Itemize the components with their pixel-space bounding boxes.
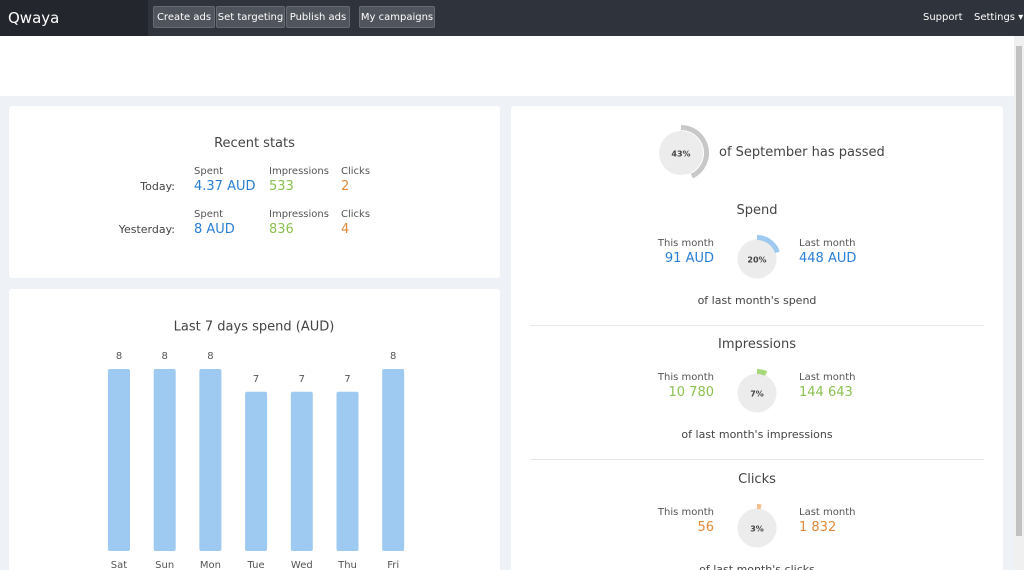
scrollbar[interactable] [1014, 36, 1024, 570]
last-label: Last month [799, 372, 856, 384]
nav-button[interactable]: Set targeting [216, 6, 285, 28]
logo[interactable]: Qwaya [8, 9, 60, 27]
gauge-label: 20% [747, 256, 766, 265]
bar [199, 369, 222, 551]
x-tick-label: Mon [200, 560, 221, 570]
card-title: Recent stats [214, 136, 295, 151]
x-tick-label: Tue [247, 560, 265, 570]
last-value: 448 AUD [799, 251, 857, 266]
nav-button[interactable]: Create ads [153, 6, 215, 28]
nav-link-text[interactable]: Settings [974, 12, 1016, 23]
section-title: Clicks [738, 471, 776, 487]
stat-label: Impressions [269, 209, 329, 220]
gauge: 3% [737, 503, 777, 548]
stat-value: 4.37 AUD [194, 179, 256, 194]
last-label: Last month [799, 506, 856, 518]
scrollbar-thumb[interactable] [1016, 46, 1022, 536]
logo-box [0, 0, 148, 36]
last-value: 144 643 [799, 385, 853, 401]
value-label: 7 [299, 374, 305, 385]
gauge-label: 43% [671, 150, 690, 159]
caption: of last month's clicks [699, 562, 815, 570]
x-tick-label: Sun [155, 560, 174, 570]
gauge: 20% [737, 235, 780, 279]
caret: ▾ [1015, 12, 1024, 23]
gauge-bg [737, 239, 777, 279]
gauge-bg [737, 508, 777, 548]
stat-value: 2 [341, 179, 350, 194]
month-card [511, 106, 1003, 570]
caption: of last month's spend [697, 294, 817, 307]
month-text: of September has passed [719, 145, 885, 160]
divider [530, 459, 984, 461]
recent-stats-card [9, 106, 500, 278]
gauge-bg [737, 373, 777, 413]
nav-button[interactable]: My campaigns [359, 6, 435, 28]
chart: Last 7 days spend (AUD) 8 Sat 8 Sun 8 Mon 7 Tue… [108, 320, 405, 570]
stat-value: 4 [341, 222, 350, 237]
x-tick-label: Wed [291, 560, 313, 570]
x-tick-label: Thu [337, 560, 357, 570]
stat-label: Clicks [341, 209, 371, 220]
value-label: 8 [207, 351, 213, 362]
this-label: This month [657, 506, 714, 518]
last-label: Last month [799, 238, 856, 249]
stat-label: Spent [194, 166, 224, 177]
section-title: Spend [736, 203, 778, 218]
gauge-arc [680, 125, 709, 179]
stat-label: Clicks [341, 166, 371, 177]
gauge-label: 7% [750, 390, 764, 399]
gauge-arc [756, 235, 780, 254]
x-tick-label: Sat [111, 560, 127, 570]
bar [108, 369, 130, 551]
divider [530, 325, 984, 326]
value-label: 7 [344, 374, 350, 385]
row-label: Yesterday: [118, 223, 175, 236]
gauge-arc [756, 369, 768, 377]
bar [245, 391, 268, 551]
bar [153, 369, 176, 551]
bar [336, 391, 359, 551]
this-label: This month [657, 372, 714, 384]
nav-link[interactable]: Settings ▾ [974, 10, 1023, 26]
month-gauge: 43% [659, 125, 709, 179]
value-label: 8 [390, 351, 396, 362]
stat-label: Impressions [269, 166, 329, 177]
header-space [0, 36, 1014, 96]
nav-link[interactable]: Support [923, 12, 963, 23]
gauge-label: 3% [750, 524, 764, 533]
x-tick-label: Fri [387, 560, 399, 570]
bar [382, 369, 405, 551]
gauge: 7% [737, 369, 777, 413]
this-value: 91 AUD [664, 251, 714, 266]
stat-value: 533 [269, 179, 294, 194]
chart-title: Last 7 days spend (AUD) [174, 320, 335, 335]
row-label: Today: [140, 180, 175, 193]
last-value: 1 832 [799, 519, 837, 535]
caption: of last month's impressions [681, 428, 833, 442]
this-value: 56 [697, 519, 714, 535]
bar [290, 391, 313, 551]
stat-value: 836 [269, 222, 294, 237]
value-label: 7 [253, 374, 259, 385]
gauge-bg [659, 131, 703, 175]
section-title: Impressions [718, 337, 796, 353]
nav-button[interactable]: Publish ads [286, 6, 350, 28]
this-label: This month [657, 238, 714, 249]
stat-label: Spent [194, 209, 224, 220]
value-label: 8 [162, 351, 168, 362]
this-value: 10 780 [668, 385, 715, 401]
value-label: 8 [116, 351, 122, 362]
stat-value: 8 AUD [194, 222, 235, 237]
nav-bar: Qwaya Create ads Set targeting Publish a… [0, 0, 1024, 36]
